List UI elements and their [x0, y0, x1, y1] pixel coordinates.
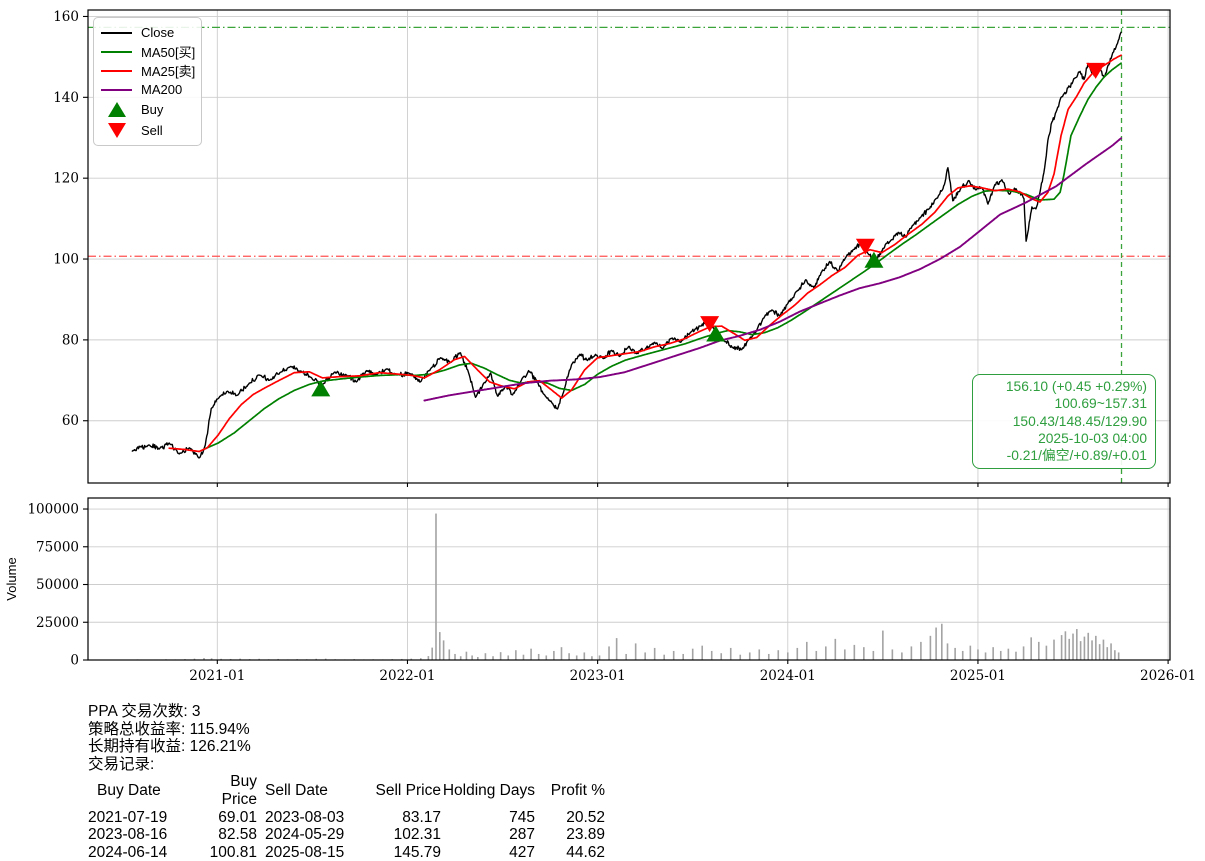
trade-cell: 100.81 [197, 844, 257, 861]
stat-strategy-return: 策略总收益率: 115.94% [88, 721, 605, 739]
legend-label: Sell [141, 123, 163, 138]
legend-label: MA200 [141, 82, 182, 97]
trade-cell: 427 [441, 844, 535, 861]
col-header: Holding Days [441, 773, 535, 808]
price-ytick-160: 160 [53, 9, 79, 25]
price-ytick-80: 80 [62, 332, 79, 348]
buy-triangle-icon [101, 102, 132, 117]
price-ytick-100: 100 [53, 252, 79, 268]
legend-label: Close [141, 25, 174, 40]
trade-cell: 2024-06-14 [88, 844, 197, 861]
trade-cell: 20.52 [535, 809, 605, 827]
legend-item-close: Close [101, 24, 195, 41]
trade-cell: 2025-08-15 [257, 844, 369, 861]
volume-ytick-50000: 50000 [36, 577, 79, 593]
volume-ytick-0: 0 [70, 653, 79, 669]
trade-cell: 145.79 [369, 844, 441, 861]
price-ytick-60: 60 [62, 413, 79, 429]
trade-cell: 745 [441, 809, 535, 827]
legend-item-sell: Sell [101, 121, 195, 140]
annotation-line: 150.43/148.45/129.90 [981, 413, 1147, 430]
volume-ytick-75000: 75000 [36, 539, 79, 555]
volume-bars [137, 514, 1120, 660]
trade-cell: 82.58 [197, 826, 257, 844]
trade-cell: 69.01 [197, 809, 257, 827]
volume-ytick-25000: 25000 [36, 615, 79, 631]
legend-line-swatch [101, 70, 132, 72]
col-header: Buy Price [197, 773, 257, 808]
xtick-2022-01: 2022-01 [379, 668, 435, 684]
xtick-2021-01: 2021-01 [189, 668, 245, 684]
legend-item-ma25: MA25[卖] [101, 62, 195, 79]
series-ma200-line [424, 138, 1121, 400]
col-header: Profit % [535, 773, 605, 808]
trade-cell: 2023-08-03 [257, 809, 369, 827]
gridlines [88, 10, 1170, 660]
volume-axis-label: Volume [4, 557, 19, 600]
col-header: Buy Date [88, 773, 197, 808]
trade-cell: 2023-08-16 [88, 826, 197, 844]
legend-line-swatch [101, 32, 132, 34]
trade-cell: 23.89 [535, 826, 605, 844]
annotation-line: 100.69~157.31 [981, 395, 1147, 412]
legend: Close MA50[买]MA25[卖] MA200 Buy Sell [93, 17, 202, 146]
stats-block: PPA 交易次数: 3 策略总收益率: 115.94% 长期持有收益: 126.… [88, 703, 605, 861]
trade-cell: 102.31 [369, 826, 441, 844]
annotation-line: 2025-10-03 04:00 [981, 430, 1147, 447]
price-ytick-140: 140 [53, 90, 79, 106]
volume-ytick-100000: 100000 [27, 502, 79, 518]
stat-trade-count: PPA 交易次数: 3 [88, 703, 605, 721]
trade-markers [311, 63, 1105, 396]
annotation-line: 156.10 (+0.45 +0.29%) [981, 378, 1147, 395]
legend-label: MA50[买] [141, 42, 195, 61]
legend-line-swatch [101, 89, 132, 91]
trade-cell: 287 [441, 826, 535, 844]
trade-cell: 44.62 [535, 844, 605, 861]
legend-item-ma50: MA50[买] [101, 43, 195, 60]
col-header: Sell Price [369, 773, 441, 808]
xtick-2023-01: 2023-01 [570, 668, 626, 684]
stat-holding-return: 长期持有收益: 126.21% [88, 738, 605, 756]
xtick-2024-01: 2024-01 [760, 668, 816, 684]
legend-item-ma200: MA200 [101, 81, 195, 98]
legend-label: MA25[卖] [141, 61, 195, 80]
xtick-2025-01: 2025-01 [950, 668, 1006, 684]
xtick-2026-01: 2026-01 [1140, 668, 1196, 684]
col-header: Sell Date [257, 773, 369, 808]
trade-cell: 2021-07-19 [88, 809, 197, 827]
trade-cell: 2024-05-29 [257, 826, 369, 844]
trade-cell: 83.17 [369, 809, 441, 827]
legend-line-swatch [101, 51, 132, 53]
price-ytick-120: 120 [53, 171, 79, 187]
stat-trade-log-title: 交易记录: [88, 756, 605, 774]
legend-label: Buy [141, 102, 163, 117]
legend-item-buy: Buy [101, 100, 195, 119]
annotation-line: -0.21/偏空/+0.89/+0.01 [981, 447, 1147, 464]
sell-triangle-icon [101, 123, 132, 138]
